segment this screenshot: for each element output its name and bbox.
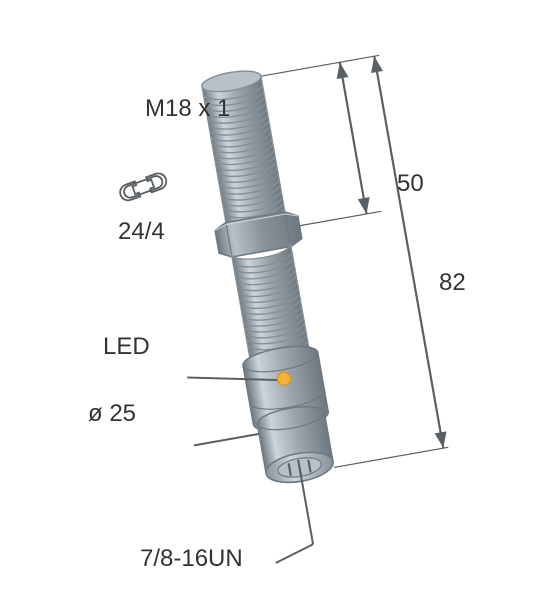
led-label: LED <box>103 333 150 361</box>
wrench-size-label: 24/4 <box>118 218 165 246</box>
thread-bottom-label: 7/8-16UN <box>140 545 243 573</box>
dim-82-label: 82 <box>439 269 466 297</box>
sensor-diagram <box>0 0 549 590</box>
thread-top-label: M18 x 1 <box>145 95 230 123</box>
sensor-connector <box>256 402 336 487</box>
dim-50-label: 50 <box>397 170 424 198</box>
wrench-icon <box>118 171 169 202</box>
diameter-label: ø 25 <box>88 400 136 428</box>
